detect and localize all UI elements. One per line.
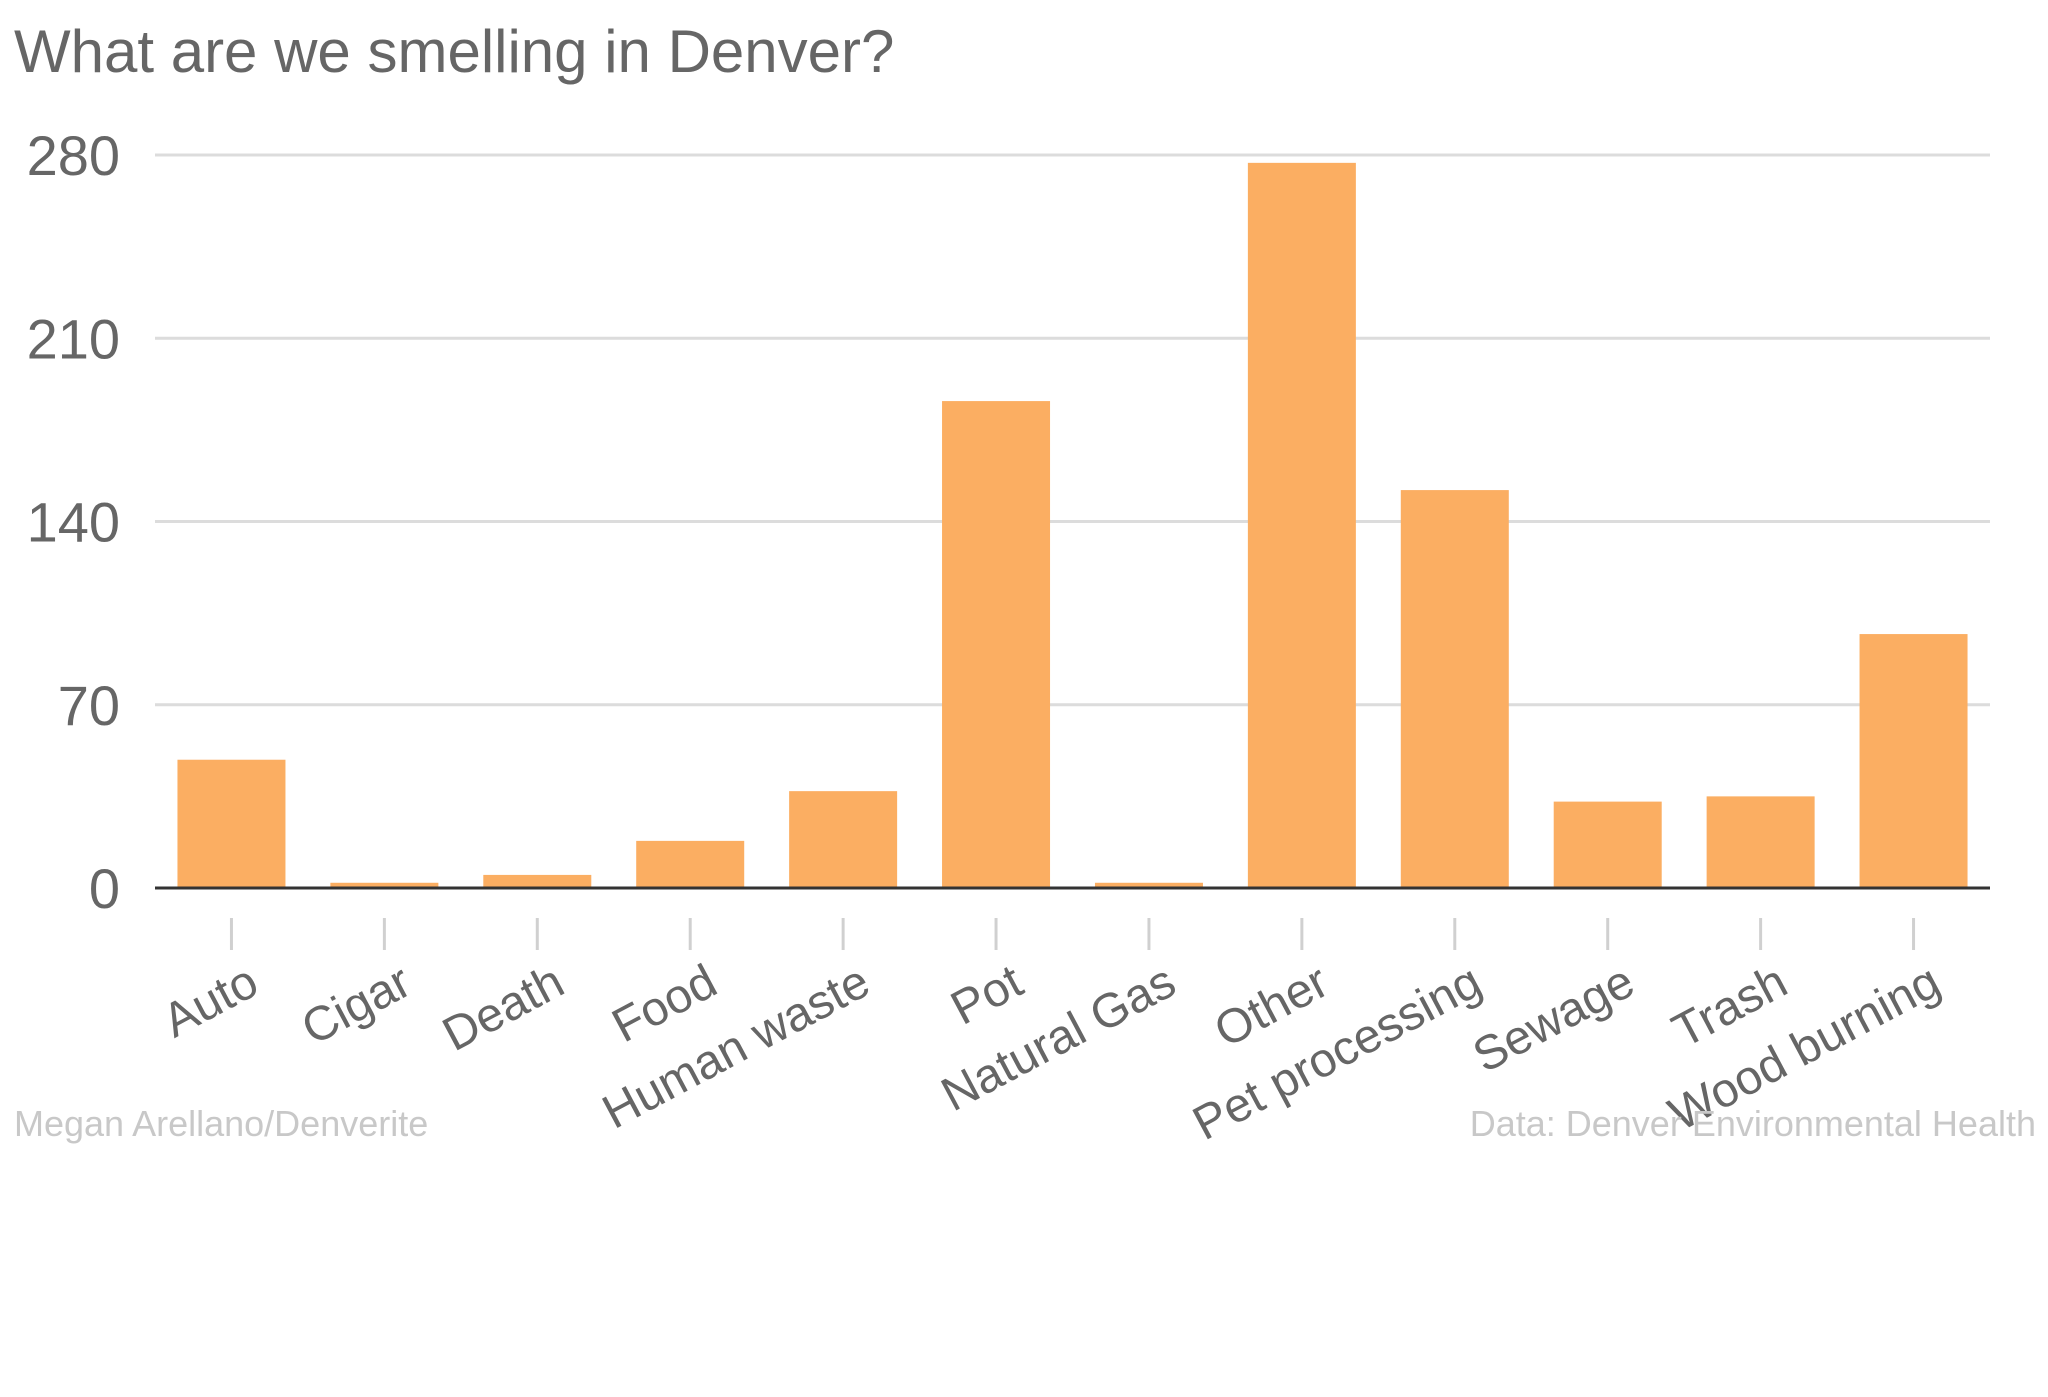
x-tick-label: Cigar xyxy=(293,955,419,1056)
y-tick-label: 70 xyxy=(58,674,120,737)
bar xyxy=(1553,801,1662,888)
bar xyxy=(330,882,439,888)
credit-text: Megan Arellano/Denverite xyxy=(14,1103,428,1144)
chart-title: What are we smelling in Denver? xyxy=(14,18,894,85)
bar xyxy=(942,401,1051,888)
x-axis-tick-marks xyxy=(229,918,1916,950)
bar xyxy=(1859,634,1968,888)
y-tick-label: 280 xyxy=(27,124,120,187)
x-tick-label: Pot xyxy=(943,955,1031,1036)
x-tick-label: Death xyxy=(434,955,572,1062)
bar xyxy=(483,874,592,888)
bar xyxy=(1094,882,1203,888)
x-tick-label: Auto xyxy=(155,955,267,1048)
bar xyxy=(177,759,286,888)
x-tick-label: Sewage xyxy=(1465,955,1643,1083)
bar xyxy=(636,840,745,888)
bars xyxy=(177,162,1968,888)
y-tick-label: 0 xyxy=(89,857,120,920)
y-axis-tick-labels: 0 70 140 210 280 xyxy=(27,124,120,920)
bar xyxy=(1400,490,1509,888)
y-tick-label: 210 xyxy=(27,307,120,370)
source-text: Data: Denver Environmental Health xyxy=(1470,1103,2036,1144)
y-tick-label: 140 xyxy=(27,491,120,554)
bar xyxy=(1247,162,1356,888)
bar xyxy=(1706,796,1815,888)
bar xyxy=(789,791,898,888)
gridlines xyxy=(155,153,1990,707)
